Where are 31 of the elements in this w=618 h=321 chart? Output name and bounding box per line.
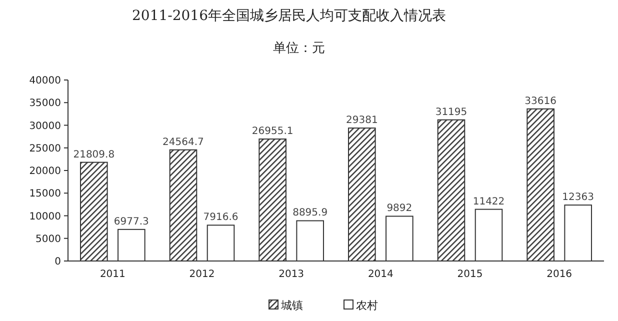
data-label: 33616: [524, 96, 556, 107]
y-tick-label: 15000: [29, 188, 61, 200]
x-tick-label: 2013: [278, 269, 304, 280]
data-label: 26955.1: [252, 126, 294, 138]
data-label: 24564.7: [162, 136, 204, 148]
x-tick-label: 2012: [189, 269, 215, 280]
data-label: 11422: [472, 196, 505, 208]
y-tick-label: 25000: [29, 143, 61, 154]
y-tick-label: 0: [54, 256, 61, 268]
data-label: 21809.8: [73, 149, 115, 160]
x-tick-label: 2015: [457, 269, 483, 280]
chart-title: 2011-2016年全国城乡居民人均可支配收入情况表: [132, 8, 446, 24]
y-tick-label: 20000: [29, 166, 61, 177]
y-tick-label: 10000: [29, 211, 61, 222]
y-tick-label: 35000: [29, 98, 61, 110]
data-label: 29381: [346, 115, 378, 126]
y-tick-label: 30000: [29, 120, 61, 132]
data-label: 6977.3: [114, 216, 149, 228]
legend-label: 城镇: [280, 299, 303, 312]
x-tick-label: 2016: [546, 269, 572, 280]
y-tick-label: 40000: [29, 76, 61, 86]
legend-label: 农村: [356, 299, 378, 312]
data-label: 8895.9: [292, 208, 328, 219]
data-label: 7916.6: [203, 212, 238, 224]
data-label: 9892: [386, 203, 412, 214]
data-label: 12363: [562, 192, 594, 204]
chart-subtitle: 单位：元: [273, 41, 325, 56]
x-tick-label: 2011: [100, 269, 126, 280]
y-tick-label: 5000: [36, 234, 61, 245]
data-label: 31195: [435, 106, 468, 118]
x-tick-label: 2014: [368, 269, 394, 280]
